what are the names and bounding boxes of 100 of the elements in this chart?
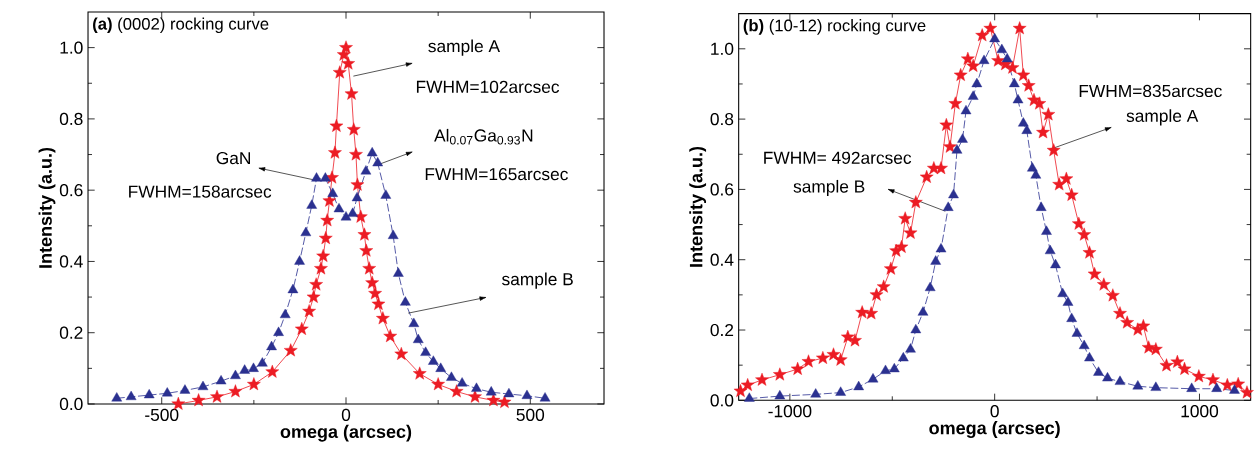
point bbox=[365, 275, 379, 289]
point bbox=[810, 388, 821, 398]
point bbox=[1030, 169, 1042, 179]
annotation: FWHM=165arcsec bbox=[425, 167, 568, 181]
y-tick-label: 0.0 bbox=[710, 394, 734, 407]
point bbox=[371, 297, 386, 311]
point bbox=[497, 395, 512, 409]
point bbox=[197, 380, 209, 391]
x-tick-label: 1000 bbox=[1181, 405, 1219, 418]
y-tick-label: 0.4 bbox=[59, 255, 83, 268]
point bbox=[1062, 296, 1074, 306]
point bbox=[1044, 244, 1056, 255]
point bbox=[125, 390, 137, 400]
annotation: FWHM= 492arcsec bbox=[764, 151, 912, 164]
point bbox=[1009, 77, 1020, 88]
point bbox=[951, 144, 963, 154]
annotation: sample A bbox=[1126, 109, 1199, 126]
point bbox=[1066, 312, 1077, 322]
chart-title: (a) (0002) rocking curve bbox=[93, 17, 269, 34]
point bbox=[273, 326, 284, 336]
annotation: Al$_{0.07}$Ga$_{0.93}$N bbox=[434, 128, 533, 145]
point bbox=[247, 377, 261, 391]
point bbox=[412, 366, 427, 380]
point bbox=[960, 104, 972, 115]
point bbox=[320, 172, 331, 182]
point bbox=[230, 369, 241, 379]
y-tick-label: 1.0 bbox=[60, 41, 83, 54]
point bbox=[302, 304, 316, 318]
point bbox=[328, 145, 342, 159]
y-tick-label: 0.8 bbox=[59, 112, 83, 126]
point bbox=[1078, 339, 1090, 349]
point bbox=[1041, 225, 1052, 235]
point bbox=[978, 54, 990, 64]
point bbox=[340, 211, 352, 221]
point bbox=[948, 188, 959, 199]
point bbox=[372, 157, 383, 167]
point bbox=[248, 362, 259, 372]
point bbox=[171, 396, 186, 410]
point bbox=[930, 255, 941, 265]
y-tick-label: 0.2 bbox=[59, 326, 83, 339]
point bbox=[774, 390, 786, 400]
point bbox=[394, 346, 409, 360]
point bbox=[957, 133, 968, 143]
point bbox=[306, 289, 321, 303]
point bbox=[357, 227, 372, 241]
point bbox=[368, 286, 382, 300]
point bbox=[191, 393, 206, 407]
point bbox=[1150, 381, 1162, 391]
point bbox=[1001, 52, 1013, 63]
point bbox=[917, 306, 929, 316]
point bbox=[346, 122, 361, 136]
point bbox=[359, 243, 374, 257]
point bbox=[967, 90, 979, 100]
point bbox=[521, 389, 533, 399]
point bbox=[283, 343, 298, 357]
point bbox=[294, 322, 309, 335]
point bbox=[853, 380, 864, 391]
point bbox=[239, 364, 250, 374]
x-tick-label: -1000 bbox=[768, 405, 812, 418]
point bbox=[351, 191, 363, 202]
point bbox=[111, 392, 123, 402]
annotation: FWHM=158arcsec bbox=[129, 185, 272, 198]
y-axis-title: Intensity (a.u.) bbox=[689, 146, 707, 267]
x-axis-title: omega (arcsec) bbox=[280, 424, 412, 442]
point bbox=[393, 267, 404, 277]
point bbox=[161, 387, 173, 397]
point bbox=[318, 231, 333, 245]
x-tick-label: 500 bbox=[516, 408, 545, 421]
y-tick-label: 0.2 bbox=[710, 323, 734, 337]
point bbox=[279, 308, 291, 319]
point bbox=[1084, 352, 1095, 362]
point bbox=[744, 392, 755, 402]
point bbox=[341, 56, 356, 70]
point bbox=[408, 317, 420, 327]
point bbox=[989, 32, 1000, 43]
point bbox=[539, 392, 551, 402]
point bbox=[143, 389, 155, 399]
point bbox=[309, 277, 323, 291]
point bbox=[380, 189, 392, 199]
annotation: sample A bbox=[428, 39, 501, 56]
point bbox=[316, 248, 330, 262]
point bbox=[376, 311, 390, 325]
annotation: FWHM=835arcsec bbox=[1079, 84, 1222, 98]
point bbox=[294, 255, 305, 265]
point bbox=[265, 364, 280, 378]
point bbox=[349, 147, 363, 161]
point bbox=[329, 118, 344, 132]
point bbox=[332, 65, 347, 79]
y-tick-label: 1.0 bbox=[711, 42, 734, 55]
point bbox=[1132, 380, 1144, 390]
point bbox=[1012, 94, 1024, 104]
point bbox=[1050, 258, 1061, 269]
point bbox=[1021, 124, 1033, 134]
point bbox=[400, 296, 411, 306]
point bbox=[257, 357, 268, 367]
annotation: sample B bbox=[502, 272, 573, 289]
point bbox=[360, 165, 372, 175]
point bbox=[1114, 375, 1126, 385]
point bbox=[311, 172, 322, 182]
y-tick-label: 0.4 bbox=[710, 253, 734, 266]
